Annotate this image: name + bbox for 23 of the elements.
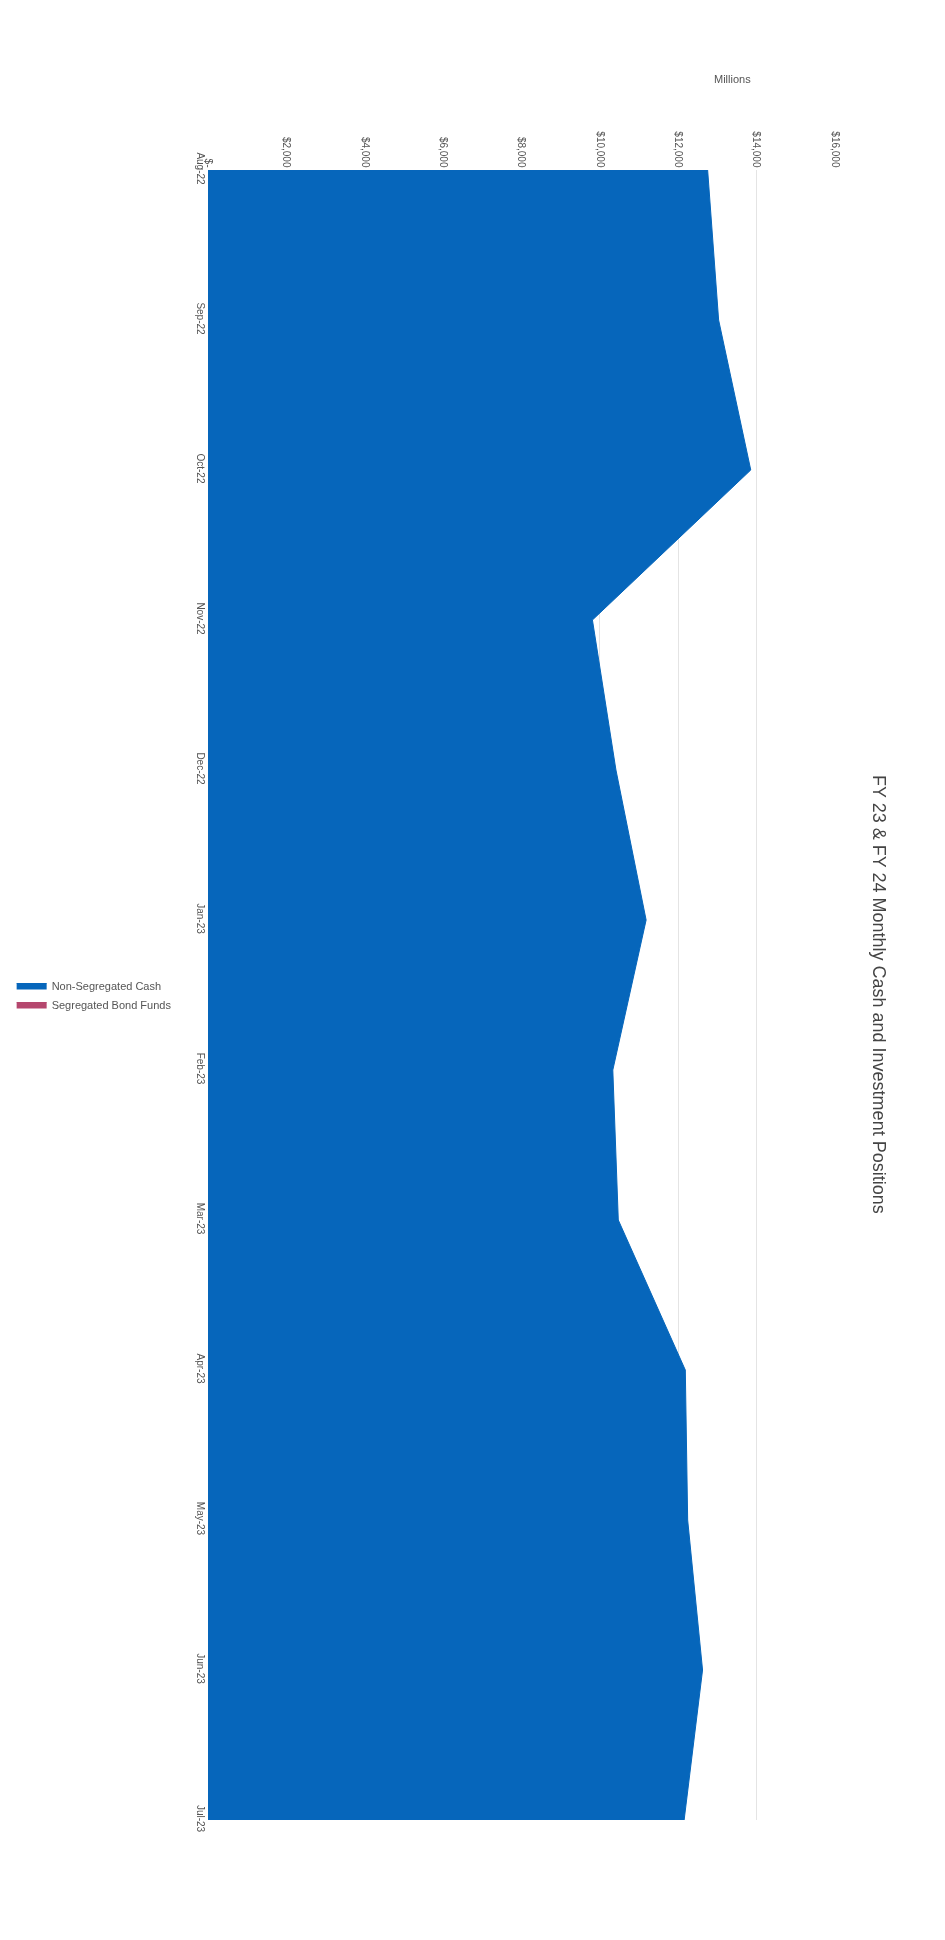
- y-tick-label: Jun-23: [195, 1653, 206, 1685]
- y-tick-label: Apr-23: [195, 1353, 206, 1384]
- x-tick-label: $16,000: [829, 131, 841, 168]
- y-tick-label: Dec-22: [195, 752, 206, 786]
- y-tick-label: May-23: [195, 1501, 206, 1536]
- y-tick-label: Jul-23: [195, 1804, 206, 1833]
- x-tick-label: $2,000: [281, 136, 293, 168]
- y-tick-label: Nov-22: [195, 602, 206, 636]
- x-tick-label: $4,000: [359, 136, 371, 168]
- y-tick-label: Feb-23: [195, 1052, 206, 1085]
- text: Millions: [714, 73, 752, 85]
- x-tick-label: $14,000: [751, 131, 763, 168]
- x-tick-label: $6,000: [437, 136, 449, 168]
- y-tick-label: Sep-22: [195, 302, 206, 336]
- x-tick-label: $10,000: [594, 131, 606, 168]
- text: FY 23 & FY 24 Monthly Cash and Investment Positions: [868, 775, 889, 1214]
- x-tick-label: $8,000: [516, 136, 528, 168]
- y-tick-label: Oct-22: [195, 453, 206, 484]
- legend-label: Segregated Bond Funds: [51, 998, 172, 1011]
- legend-label: Non-Segregated Cash: [51, 979, 162, 992]
- y-tick-label: Jan-23: [195, 903, 206, 935]
- x-tick-label: $12,000: [673, 131, 684, 168]
- y-tick-label: Mar-23: [195, 1202, 206, 1235]
